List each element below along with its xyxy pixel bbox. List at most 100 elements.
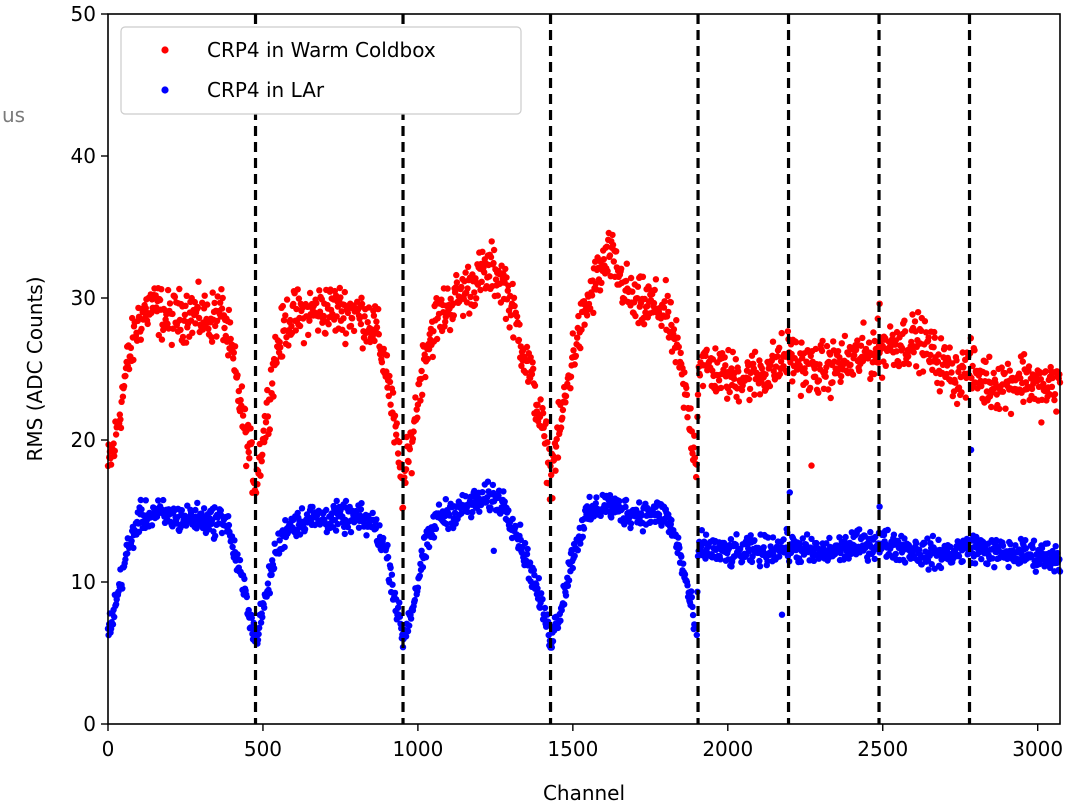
data-point [539,410,547,417]
data-point [1036,560,1043,568]
data-point [393,420,400,427]
data-point [758,365,766,372]
data-point [444,285,451,292]
data-point [577,540,584,547]
data-point [192,320,199,327]
data-point [552,443,560,450]
data-point [342,340,349,348]
data-point [712,345,719,352]
data-point [218,286,225,293]
data-point [122,556,129,563]
data-point [502,265,509,273]
data-point [442,318,449,325]
data-point [264,580,272,587]
data-point [282,517,289,524]
data-point [518,362,525,369]
data-point [290,300,297,308]
data-point [338,308,345,315]
data-point [530,567,537,574]
data-point [577,344,584,352]
data-point [389,581,396,588]
data-point [684,582,691,589]
data-point [296,531,304,538]
data-point [230,355,237,362]
data-point [815,389,822,396]
data-point [554,454,562,461]
data-point [815,377,823,384]
data-point [227,335,234,343]
data-point [941,344,948,351]
data-point [386,378,394,386]
data-point [982,358,989,365]
data-point [925,334,932,341]
data-point [922,329,930,336]
data-point [606,492,614,499]
data-point [609,231,616,239]
data-point [925,566,932,573]
data-point [410,428,417,435]
data-point [369,509,376,517]
data-point [142,304,149,312]
data-point [414,414,421,421]
data-point [1042,368,1049,375]
data-point [486,273,493,280]
data-point [226,319,234,326]
data-point [882,362,889,369]
data-point [204,301,211,308]
data-point [675,343,682,351]
data-point [608,514,615,521]
legend-label-warm: CRP4 in Warm Coldbox [207,38,436,62]
data-point [796,362,803,369]
data-point [356,315,363,322]
data-point [453,271,460,279]
data-point [606,252,614,259]
data-point [316,287,323,294]
data-point [292,327,299,334]
data-point [726,388,733,396]
data-point [502,315,510,323]
data-point [715,377,723,384]
data-point [394,604,402,611]
data-point [515,336,523,344]
data-point [1017,374,1024,382]
data-point [1044,540,1051,547]
x-axis-label: Channel [543,781,625,805]
data-point [849,371,857,378]
data-point [341,530,348,538]
data-point [571,552,578,560]
data-point [117,416,124,423]
data-point [890,531,898,538]
data-point [510,294,518,301]
data-point [565,577,573,584]
data-point [900,360,907,367]
data-point [955,553,963,560]
data-point [569,564,576,572]
data-point [231,537,238,544]
data-point [487,504,494,511]
data-point [909,311,916,318]
data-point [357,320,365,328]
data-point [808,535,815,543]
data-point [208,338,216,345]
data-point [266,426,273,433]
data-point [283,296,291,303]
data-point [639,528,647,535]
data-point [342,330,350,337]
data-point [937,564,945,572]
data-point [798,339,805,346]
data-point [901,328,909,335]
legend-box [120,26,522,115]
data-point [309,503,316,511]
data-point [559,406,567,414]
data-point [548,471,555,479]
data-point [875,359,882,366]
data-point [871,555,878,563]
data-point [870,329,877,336]
data-point [943,370,950,378]
data-point [166,300,174,307]
data-point [225,306,233,314]
data-point [927,351,934,359]
data-point [986,353,993,360]
data-point [870,370,878,378]
data-point [285,342,292,349]
